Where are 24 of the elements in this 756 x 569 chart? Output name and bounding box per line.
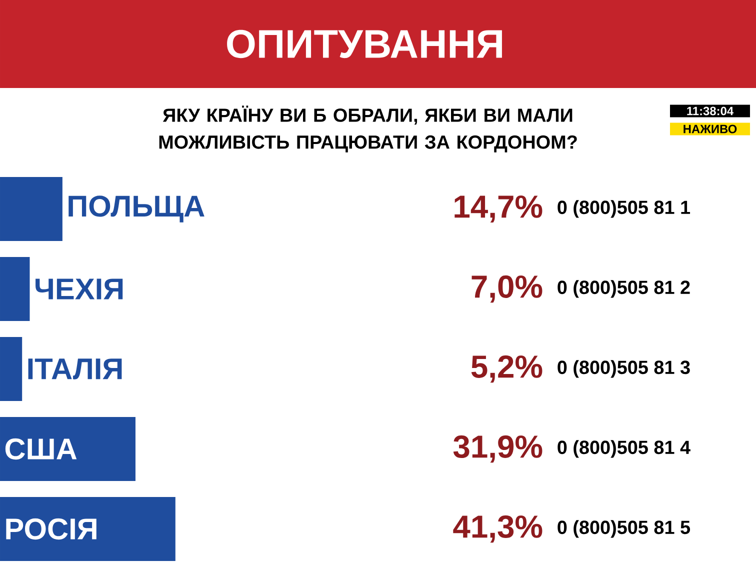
- text: ОПИТУВАННЯ: [227, 30, 502, 58]
- y-tick-label: ПОЛЬЩА: [68, 196, 204, 222]
- text: НАЖИВО: [684, 124, 737, 134]
- data-label: 31,9%: [453, 435, 542, 463]
- data-label: 7,0%: [472, 275, 542, 303]
- bar: [0, 256, 30, 321]
- text: 0 (800)505 81 4: [558, 440, 690, 458]
- bar: [0, 496, 176, 561]
- y-tick-label: РОСІЯ: [6, 518, 96, 540]
- text: 0 (800)505 81 3: [558, 360, 690, 378]
- data-label: 5,2%: [471, 355, 542, 383]
- bar: [0, 416, 136, 481]
- text: ЯКУ КРАЇНУ ВИ Б ОБРАЛИ, ЯКБИ ВИ МАЛИ МОЖЛИВІСТЬ ПРАЦЮВАТИ ЗА КОРДОНОМ?: [159, 106, 577, 152]
- data-label: 41,3%: [453, 515, 542, 543]
- y-tick-label: США: [5, 438, 77, 460]
- text: 0 (800)505 81 5: [558, 520, 690, 538]
- bar: [0, 176, 62, 241]
- bar: [0, 336, 22, 401]
- text: 11:38:04: [687, 106, 734, 116]
- text: 0 (800)505 81 2: [558, 280, 690, 298]
- y-tick-label: ЧЕХІЯ: [36, 278, 123, 300]
- y-tick-label: ІТАЛІЯ: [28, 358, 122, 380]
- data-label: 14,7%: [454, 195, 542, 223]
- text: 0 (800)505 81 1: [558, 200, 690, 218]
